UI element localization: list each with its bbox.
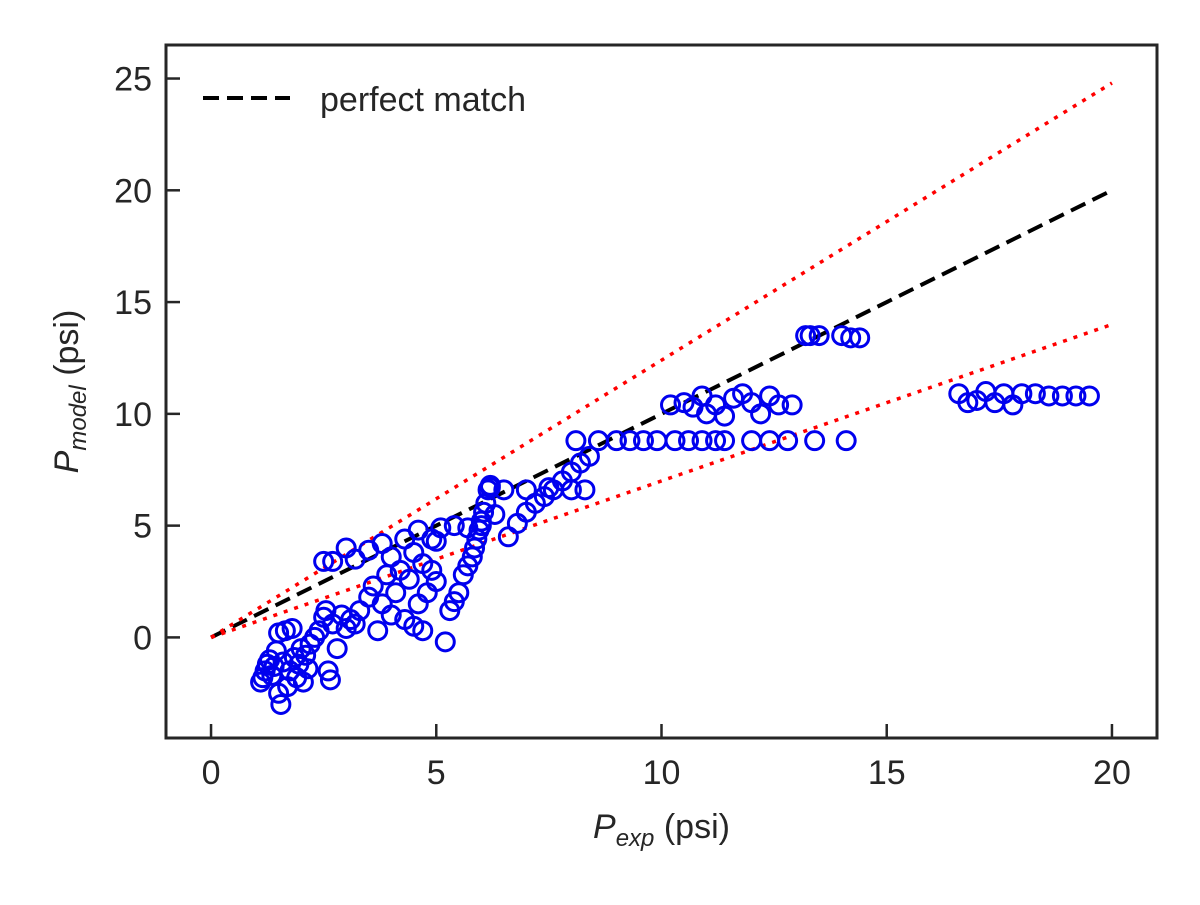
x-axis-label: Pexp (psi) xyxy=(593,808,730,852)
data-point xyxy=(380,604,402,626)
y-axis-ticks: 0 5 10 15 20 25 xyxy=(114,61,180,657)
data-points-layer xyxy=(250,325,1100,715)
data-point xyxy=(835,430,857,452)
y-tick-label: 5 xyxy=(133,508,152,546)
data-point xyxy=(457,517,479,539)
data-point xyxy=(804,430,826,452)
data-point xyxy=(322,550,344,572)
data-point xyxy=(367,620,389,642)
data-point xyxy=(317,660,339,682)
data-point xyxy=(1024,383,1046,405)
y-tick-label: 25 xyxy=(114,61,152,99)
data-point xyxy=(565,430,587,452)
y-axis-label-sub: model xyxy=(65,385,92,451)
data-point xyxy=(470,515,492,537)
data-point xyxy=(1051,385,1073,407)
x-tick-label: 5 xyxy=(427,754,446,792)
perfect-match-line xyxy=(210,188,1113,640)
data-point xyxy=(632,430,654,452)
legend-label-perfect-match: perfect match xyxy=(320,81,526,119)
data-point xyxy=(741,430,763,452)
data-point xyxy=(425,571,447,593)
data-point xyxy=(1065,385,1087,407)
y-tick-label: 20 xyxy=(114,172,152,210)
data-point xyxy=(750,403,772,425)
data-point xyxy=(362,575,384,597)
data-point xyxy=(759,430,781,452)
data-point xyxy=(574,479,596,501)
x-tick-label: 15 xyxy=(868,754,906,792)
data-point xyxy=(664,430,686,452)
x-axis-label-unit: (psi) xyxy=(654,808,730,846)
x-axis-label-sub: exp xyxy=(616,825,655,852)
data-point xyxy=(646,430,668,452)
y-axis-label-main: P xyxy=(48,450,86,473)
data-point xyxy=(619,430,641,452)
x-axis-ticks: 0 5 10 15 20 xyxy=(202,724,1131,792)
data-point xyxy=(605,430,627,452)
data-point xyxy=(1011,383,1033,405)
lower-bound-line xyxy=(210,322,1113,640)
x-tick-label: 10 xyxy=(643,754,681,792)
y-tick-label: 0 xyxy=(133,619,152,657)
data-point xyxy=(777,430,799,452)
data-point xyxy=(430,517,452,539)
data-point xyxy=(473,501,495,523)
x-tick-label: 0 xyxy=(202,754,221,792)
data-point xyxy=(281,617,303,639)
data-point xyxy=(515,479,537,501)
data-point xyxy=(705,430,727,452)
data-point xyxy=(714,405,736,427)
data-point xyxy=(421,559,443,581)
x-tick-label: 20 xyxy=(1093,754,1131,792)
y-axis-label: Pmodel (psi) xyxy=(48,310,92,474)
data-point xyxy=(957,392,979,414)
data-point xyxy=(1078,385,1100,407)
data-point xyxy=(768,394,790,416)
data-point xyxy=(385,582,407,604)
data-point xyxy=(297,658,319,680)
y-tick-label: 15 xyxy=(114,284,152,322)
data-point xyxy=(270,693,292,715)
data-point xyxy=(380,546,402,568)
data-point xyxy=(295,644,317,666)
data-point xyxy=(808,325,830,347)
data-point xyxy=(799,325,821,347)
data-point xyxy=(678,430,700,452)
data-point xyxy=(344,613,366,635)
legend: perfect match xyxy=(203,81,526,119)
data-point xyxy=(781,394,803,416)
data-point xyxy=(714,430,736,452)
data-point xyxy=(578,445,600,467)
data-point xyxy=(560,479,582,501)
data-point xyxy=(319,669,341,691)
data-point xyxy=(484,503,506,525)
data-point xyxy=(840,327,862,349)
data-point xyxy=(398,568,420,590)
data-point xyxy=(412,620,434,642)
data-point xyxy=(434,631,456,653)
data-point xyxy=(443,515,465,537)
data-point xyxy=(292,671,314,693)
data-point xyxy=(493,479,515,501)
data-point xyxy=(479,477,501,499)
data-point xyxy=(313,550,335,572)
data-point xyxy=(1038,385,1060,407)
data-point xyxy=(326,638,348,660)
plot-frame xyxy=(164,43,1159,740)
data-point xyxy=(691,430,713,452)
data-point xyxy=(660,394,682,416)
y-axis-label-unit: (psi) xyxy=(48,310,86,386)
data-point xyxy=(538,477,560,499)
x-axis-label-main: P xyxy=(593,808,616,846)
y-tick-label: 10 xyxy=(114,396,152,434)
data-point xyxy=(849,327,871,349)
